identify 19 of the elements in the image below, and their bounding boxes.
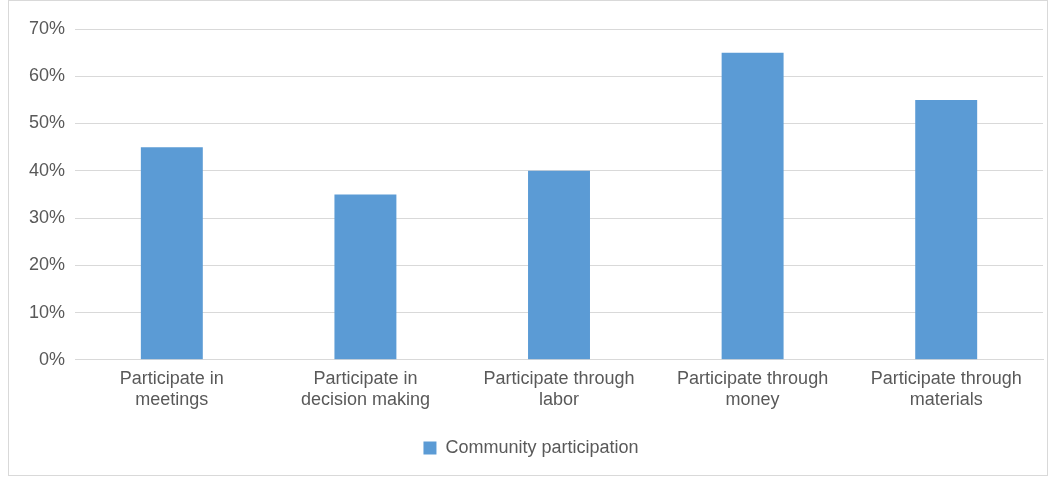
legend-label: Community participation: [445, 436, 639, 457]
x-tick-label: Participate in meetings: [119, 367, 224, 410]
y-tick-label: 50%: [29, 112, 66, 133]
y-tick-label: 30%: [29, 207, 66, 227]
y-tick-label: 60%: [29, 65, 66, 86]
bar: [721, 52, 784, 360]
bar: [334, 194, 397, 360]
bar: [140, 147, 203, 360]
x-tick-label: Participate in decision making: [300, 367, 430, 410]
y-tick-label: 20%: [29, 254, 66, 275]
y-tick-label: 40%: [29, 159, 66, 180]
bar: [915, 99, 978, 360]
x-tick-label: Participate through labor: [483, 367, 635, 410]
y-tick-label: 10%: [29, 301, 66, 322]
y-tick-label: 70%: [29, 17, 66, 38]
x-tick-label: Participate through materials: [870, 367, 1022, 410]
bar: [528, 170, 590, 360]
y-tick-label: 0%: [39, 348, 66, 369]
x-tick-label: Participate through money: [677, 367, 829, 410]
